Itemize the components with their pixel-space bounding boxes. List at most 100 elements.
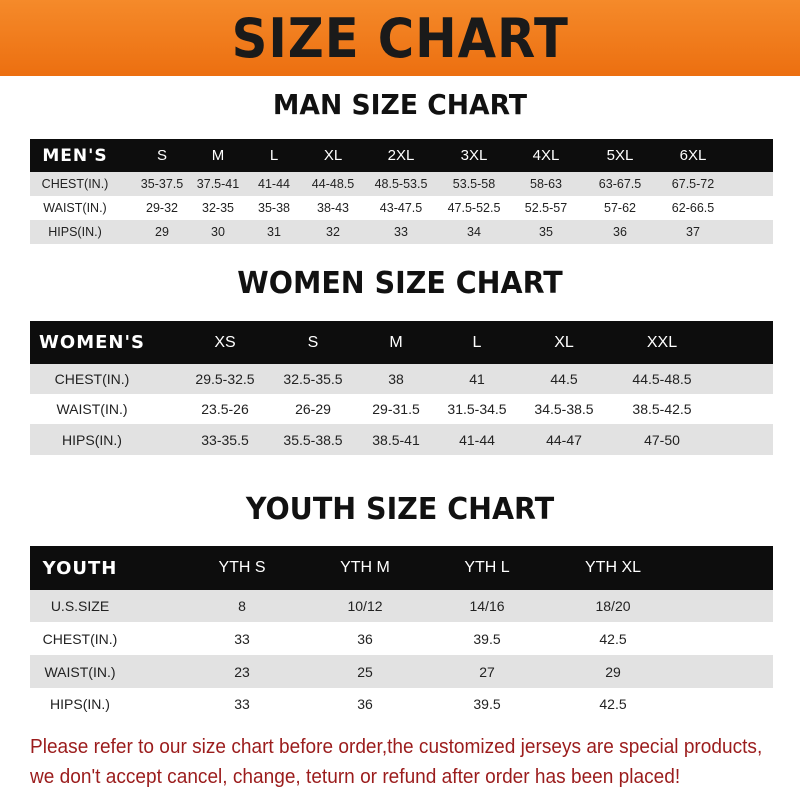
youth-section-title: YOUTH SIZE CHART	[245, 492, 555, 527]
table-cell: 44-47	[546, 431, 582, 448]
table-cell: 47-50	[644, 431, 680, 448]
table-cell: 43-47.5	[379, 201, 423, 215]
table-row: CHEST(IN.) 33 36 39.5 42.5	[30, 622, 773, 655]
table-cell: 63-67.5	[598, 177, 642, 191]
table-cell: 25	[357, 663, 373, 680]
table-cell: 44.5-48.5	[632, 371, 692, 387]
size-header: YTH L	[464, 559, 510, 576]
refund-notice: Please refer to our size chart before or…	[30, 732, 763, 792]
table-cell: 42.5	[599, 696, 627, 712]
notice-line: Please refer to our size chart before or…	[30, 735, 763, 758]
table-cell: 26-29	[295, 401, 331, 417]
table-cell: 29-32	[146, 201, 178, 215]
table-cell: 33	[394, 225, 408, 239]
size-header: 6XL	[679, 147, 707, 164]
table-cell: 53.5-58	[452, 177, 496, 191]
table-cell: 41-44	[459, 431, 495, 448]
measure-label: WAIST(IN.)	[56, 401, 128, 417]
banner-title: SIZE CHART	[231, 6, 569, 70]
table-cell: 35	[539, 225, 553, 239]
size-header: XL	[323, 147, 343, 164]
table-cell: 44-48.5	[311, 177, 355, 191]
table-cell: 8	[238, 598, 246, 614]
measure-label: CHEST(IN.)	[42, 630, 118, 647]
size-header: XL	[554, 333, 574, 351]
table-cell: 34	[467, 225, 481, 239]
table-cell: 31	[267, 225, 281, 239]
size-header: YTH M	[340, 559, 390, 576]
size-header: 5XL	[606, 147, 634, 164]
table-row: WAIST(IN.) 29-32 32-35 35-38 38-43 43-47.5 47.…	[30, 196, 773, 220]
table-cell: 34.5-38.5	[534, 401, 594, 417]
table-label: MEN'S	[42, 145, 108, 166]
table-cell: 37.5-41	[196, 177, 240, 191]
size-header: 4XL	[532, 147, 560, 164]
women-section-title: WOMEN SIZE CHART	[237, 266, 563, 301]
table-cell: 37	[686, 225, 700, 239]
table-cell: 29	[155, 225, 169, 239]
size-header: 3XL	[460, 147, 488, 164]
table-cell: 33	[234, 630, 250, 647]
table-row: CHEST(IN.) 35-37.5 37.5-41 41-44 44-48.5 48.5…	[30, 172, 773, 196]
table-cell: 10/12	[347, 598, 383, 614]
size-header: L	[472, 333, 482, 351]
table-cell: 58-63	[530, 177, 562, 191]
measure-label: WAIST(IN.)	[43, 201, 107, 215]
table-cell: 31.5-34.5	[447, 401, 507, 417]
measure-label: CHEST(IN.)	[54, 371, 130, 387]
notice-line: we don't accept cancel, change, teturn o…	[30, 765, 681, 788]
header-row: YOUTH YTH S YTH M YTH L YTH XL	[30, 546, 773, 590]
measure-label: U.S.SIZE	[50, 598, 110, 614]
table-cell: 39.5	[473, 696, 501, 712]
size-header: M	[211, 147, 225, 164]
table-cell: 18/20	[595, 598, 631, 614]
table-cell: 35-37.5	[140, 177, 184, 191]
banner: SIZE CHART	[0, 0, 800, 76]
table-cell: 62-66.5	[671, 201, 715, 215]
table-cell: 35.5-38.5	[283, 431, 343, 448]
size-header: YTH S	[218, 559, 266, 576]
measure-label: CHEST(IN.)	[41, 177, 109, 191]
table-cell: 33-35.5	[201, 431, 249, 448]
size-header: S	[307, 333, 319, 351]
table-cell: 41-44	[258, 177, 290, 191]
table-row: HIPS(IN.) 33 36 39.5 42.5	[30, 688, 773, 720]
table-label: YOUTH	[42, 557, 118, 579]
table-row: CHEST(IN.) 29.5-32.5 32.5-35.5 38 41 44.5 44.5…	[30, 364, 773, 394]
table-cell: 32-35	[202, 201, 234, 215]
table-cell: 38.5-41	[372, 431, 420, 448]
table-cell: 38.5-42.5	[632, 401, 692, 417]
table-cell: 27	[479, 663, 495, 680]
table-cell: 44.5	[550, 371, 578, 387]
measure-label: HIPS(IN.)	[62, 431, 122, 448]
table-cell: 23.5-26	[201, 401, 249, 417]
table-cell: 33	[234, 696, 250, 712]
table-cell: 38	[388, 371, 404, 387]
table-cell: 36	[357, 696, 373, 712]
measure-label: HIPS(IN.)	[48, 225, 102, 239]
table-cell: 29.5-32.5	[195, 371, 255, 387]
size-header: XS	[214, 333, 236, 351]
table-cell: 30	[211, 225, 225, 239]
measure-label: WAIST(IN.)	[44, 663, 116, 680]
table-cell: 48.5-53.5	[374, 177, 428, 191]
table-cell: 14/16	[469, 598, 505, 614]
table-cell: 35-38	[258, 201, 290, 215]
header-row: WOMEN'S XS S M L XL XXL	[30, 321, 773, 364]
table-cell: 32	[326, 225, 340, 239]
table-row: U.S.SIZE 8 10/12 14/16 18/20	[30, 590, 773, 622]
size-header: L	[269, 147, 279, 164]
table-cell: 67.5-72	[671, 177, 715, 191]
table-cell: 29-31.5	[372, 401, 420, 417]
table-cell: 38-43	[317, 201, 349, 215]
size-header: M	[389, 333, 403, 351]
table-cell: 32.5-35.5	[283, 371, 343, 387]
table-row: WAIST(IN.) 23.5-26 26-29 29-31.5 31.5-34.5 34…	[30, 394, 773, 424]
header-row: MEN'S S M L XL 2XL 3XL 4XL 5XL 6XL	[30, 139, 773, 172]
size-header: YTH XL	[584, 559, 642, 576]
table-row: HIPS(IN.) 29 30 31 32 33 34 35 36 37	[30, 220, 773, 244]
table-label: WOMEN'S	[39, 332, 145, 353]
table-cell: 23	[234, 663, 250, 680]
measure-label: HIPS(IN.)	[50, 696, 110, 712]
size-header: XXL	[646, 333, 678, 351]
